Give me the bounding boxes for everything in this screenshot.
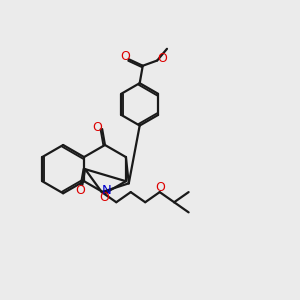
Text: O: O <box>99 191 109 205</box>
Text: O: O <box>92 121 102 134</box>
Text: O: O <box>158 52 167 65</box>
Text: O: O <box>75 184 85 196</box>
Text: O: O <box>120 50 130 63</box>
Text: O: O <box>155 181 165 194</box>
Text: N: N <box>102 184 112 197</box>
